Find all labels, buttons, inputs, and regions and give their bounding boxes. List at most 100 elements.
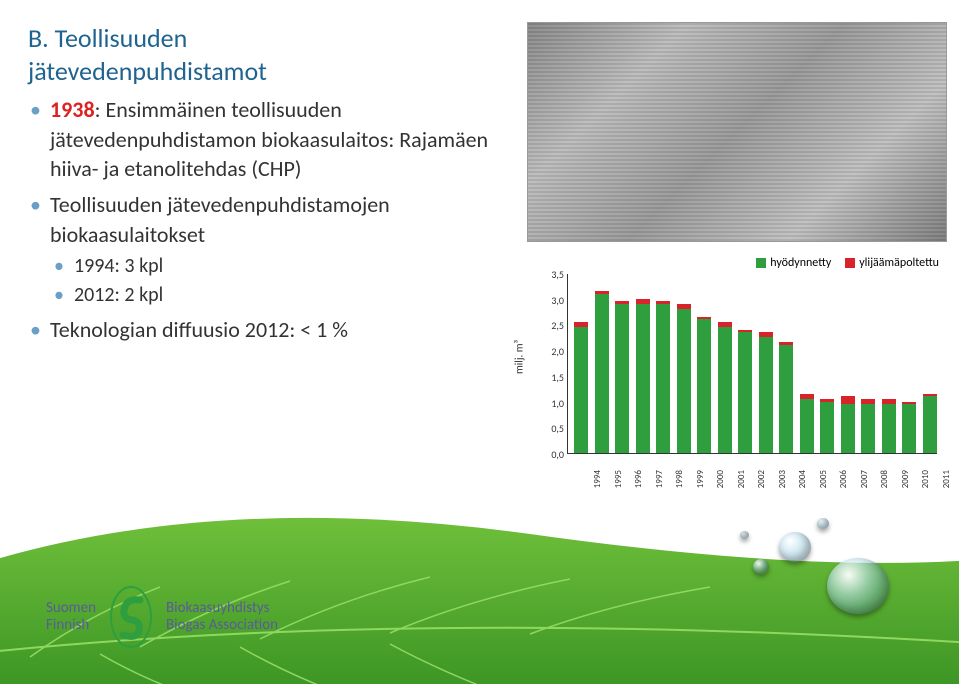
xtick: 1999	[695, 470, 706, 498]
bullet-1: 1938: Ensimmäinen teollisuuden jäteveden…	[46, 95, 498, 184]
bullet-2-text: Teollisuuden jätevedenpuhdistamojen biok…	[50, 191, 390, 248]
bar-ylijaama	[923, 394, 937, 397]
drop-medium	[779, 532, 811, 562]
bar-ylijaama	[574, 322, 588, 327]
chart-legend: hyödynnetty ylijäämäpoltettu	[756, 256, 939, 270]
bar-ylijaama	[738, 330, 752, 333]
legend-swatch-1	[756, 258, 766, 268]
xtick: 2011	[941, 470, 952, 498]
xtick: 2007	[859, 470, 870, 498]
bar-hyodynnetty	[779, 345, 793, 453]
bar-hyodynnetty	[595, 294, 609, 453]
bar-hyodynnetty	[882, 404, 896, 453]
xtick: 2001	[736, 470, 747, 498]
xtick: 2006	[838, 470, 849, 498]
chart-ylabel: milj. m³	[513, 339, 526, 373]
xtick: 2008	[879, 470, 890, 498]
xtick: 2010	[920, 470, 931, 498]
bar-hyodynnetty	[615, 304, 629, 453]
title-line-1: B. Teollisuuden	[28, 22, 498, 55]
xtick: 2004	[797, 470, 808, 498]
ytick: 1,5	[538, 371, 564, 384]
logo-right-l2: Biogas Association	[166, 617, 278, 634]
bar-ylijaama	[882, 399, 896, 404]
sub-bullet-1: 1994: 3 kpl	[70, 253, 498, 280]
bar-ylijaama	[677, 304, 691, 309]
xtick: 2009	[900, 470, 911, 498]
bar-hyodynnetty	[677, 309, 691, 453]
bar-ylijaama	[636, 299, 650, 304]
legend-label-2: ylijäämäpoltettu	[859, 256, 939, 270]
chart-plot-area: 0,00,51,01,52,02,53,03,51994199519961997…	[567, 274, 937, 454]
xtick: 1995	[613, 470, 624, 498]
bullet-list: 1938: Ensimmäinen teollisuuden jäteveden…	[28, 95, 498, 345]
xtick: 1996	[633, 470, 644, 498]
logo-right-l1: Biokaasuyhdistys	[166, 600, 278, 617]
bar-ylijaama	[841, 396, 855, 404]
footer: Suomen Finnish Biokaasuyhdistys Biogas A…	[0, 499, 959, 684]
bar-hyodynnetty	[759, 337, 773, 453]
ytick: 1,0	[538, 397, 564, 410]
xtick: 2003	[777, 470, 788, 498]
xtick: 1994	[592, 470, 603, 498]
logo-left-l1: Suomen	[46, 600, 96, 617]
bar-hyodynnetty	[718, 327, 732, 453]
bullet-1-year: 1938	[50, 96, 95, 123]
bar-hyodynnetty	[656, 304, 670, 453]
historical-photo	[527, 22, 947, 242]
bar-hyodynnetty	[902, 404, 916, 453]
logo-left-text: Suomen Finnish	[46, 600, 96, 635]
ytick: 0,5	[538, 422, 564, 435]
xtick: 1998	[674, 470, 685, 498]
legend-swatch-2	[845, 258, 855, 268]
text-content: B. Teollisuuden jätevedenpuhdistamot 193…	[28, 22, 498, 351]
ytick: 0,0	[538, 448, 564, 461]
ytick: 3,0	[538, 294, 564, 307]
bar-ylijaama	[697, 317, 711, 320]
bar-hyodynnetty	[841, 404, 855, 453]
legend-item-ylijaama: ylijäämäpoltettu	[845, 256, 939, 270]
ytick: 2,0	[538, 345, 564, 358]
bar-ylijaama	[615, 301, 629, 304]
bar-ylijaama	[861, 399, 875, 404]
ytick: 3,5	[538, 268, 564, 281]
logo-block: Suomen Finnish Biokaasuyhdistys Biogas A…	[46, 586, 278, 648]
sub-bullet-list: 1994: 3 kpl 2012: 2 kpl	[70, 253, 498, 309]
bar-hyodynnetty	[574, 327, 588, 453]
bar-hyodynnetty	[923, 396, 937, 453]
bullet-3: Teknologian diffuusio 2012: < 1 %	[46, 315, 498, 345]
bar-hyodynnetty	[738, 332, 752, 453]
bar-hyodynnetty	[800, 399, 814, 453]
bar-hyodynnetty	[636, 304, 650, 453]
bar-ylijaama	[595, 291, 609, 294]
logo-s-icon	[110, 586, 152, 648]
bar-ylijaama	[820, 399, 834, 402]
xtick: 2005	[818, 470, 829, 498]
drop-small-3	[740, 531, 749, 539]
drop-large	[827, 558, 889, 614]
bar-ylijaama	[759, 332, 773, 337]
drop-small-1	[753, 559, 769, 574]
title-line-2: jätevedenpuhdistamot	[28, 55, 498, 88]
bar-ylijaama	[800, 394, 814, 399]
sub-bullet-2: 2012: 2 kpl	[70, 282, 498, 309]
bar-ylijaama	[779, 342, 793, 345]
biogas-chart: hyödynnetty ylijäämäpoltettu milj. m³ 0,…	[527, 256, 947, 491]
xtick: 2000	[715, 470, 726, 498]
ytick: 2,5	[538, 319, 564, 332]
bullet-1-text: : Ensimmäinen teollisuuden jätevedenpuhd…	[50, 96, 488, 182]
xtick: 1997	[654, 470, 665, 498]
bullet-2: Teollisuuden jätevedenpuhdistamojen biok…	[46, 190, 498, 309]
legend-label-1: hyödynnetty	[770, 256, 831, 270]
drop-small-2	[817, 518, 829, 529]
bar-ylijaama	[656, 301, 670, 304]
bar-ylijaama	[902, 402, 916, 405]
bar-hyodynnetty	[820, 402, 834, 453]
bar-hyodynnetty	[697, 319, 711, 453]
legend-item-hyodynnetty: hyödynnetty	[756, 256, 831, 270]
logo-left-l2: Finnish	[46, 617, 96, 634]
logo-right-text: Biokaasuyhdistys Biogas Association	[166, 600, 278, 635]
bar-hyodynnetty	[861, 404, 875, 453]
slide: B. Teollisuuden jätevedenpuhdistamot 193…	[0, 0, 959, 684]
xtick: 2002	[756, 470, 767, 498]
